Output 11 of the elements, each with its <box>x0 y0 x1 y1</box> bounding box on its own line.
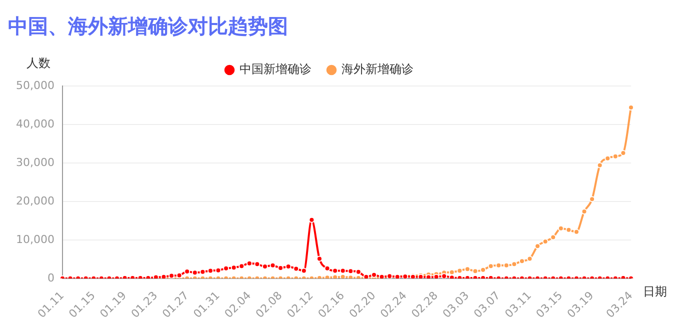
y-tick-label: 50,000 <box>16 78 54 92</box>
y-tick-label: 30,000 <box>16 156 54 169</box>
y-tick-label: 10,000 <box>16 232 54 246</box>
x-axis-title: 日期 <box>643 284 667 299</box>
y-tick-label: 0 <box>47 271 54 284</box>
legend-label: 中国新增确诊 <box>240 62 312 76</box>
y-tick-label: 40,000 <box>16 117 54 130</box>
chart-title: 中国、海外新增确诊对比趋势图 <box>8 14 288 38</box>
legend-label: 海外新增确诊 <box>342 62 414 76</box>
y-tick-label: 20,000 <box>16 194 54 208</box>
y-axis-title: 人数 <box>26 56 50 70</box>
